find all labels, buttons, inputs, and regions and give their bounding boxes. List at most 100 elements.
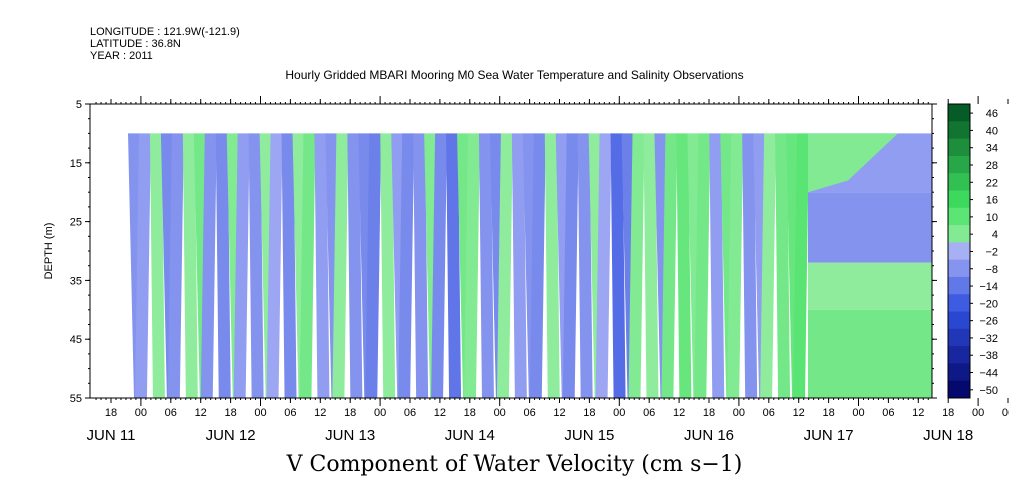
x-tick-label: 12 (912, 407, 924, 419)
x-axis-label: V Component of Water Velocity (cm s−1) (286, 452, 743, 477)
x-tick-label: 18 (224, 407, 236, 419)
heatmap-band (446, 133, 462, 398)
longitude-label: LONGITUDE : 121.9W(-121.9) (90, 26, 240, 38)
heatmap-band (727, 133, 744, 398)
colorbar-label: −8 (985, 264, 998, 276)
heatmap-band (610, 133, 626, 398)
heatmap-band (760, 133, 777, 398)
x-tick-label: 06 (284, 407, 296, 419)
colorbar-swatch (948, 380, 970, 399)
colorbar-label: −44 (979, 368, 998, 380)
x-tick-label: 18 (822, 407, 834, 419)
colorbar-swatch (948, 225, 970, 243)
x-day-label: JUN 13 (325, 427, 375, 444)
colorbar-label: −38 (979, 350, 998, 362)
x-tick-label: 06 (882, 407, 894, 419)
x-day-label: JUN 16 (684, 427, 734, 444)
x-axis: 18 00 06 12 18 00 06 12 18 00 06 12 18 00 06 12 18 00 06 12… (87, 96, 1009, 444)
heatmap-band (167, 133, 184, 398)
heatmap-band (808, 133, 898, 193)
x-tick-label: 00 (254, 407, 266, 419)
heatmap-band (496, 133, 513, 398)
heatmap-band (775, 133, 791, 398)
y-tick-label: 55 (70, 393, 82, 405)
x-tick-label: 18 (344, 407, 356, 419)
y-tick-label: 25 (70, 217, 82, 229)
heatmap-band (661, 133, 678, 398)
x-tick-label: 12 (553, 407, 565, 419)
colorbar-label: −26 (979, 316, 998, 328)
heatmap-band (643, 133, 659, 398)
heatmap-band (595, 133, 612, 398)
x-tick-label: 06 (523, 407, 535, 419)
heatmap-band (200, 133, 217, 398)
x-tick-label: 00 (494, 407, 506, 419)
heatmap-band (742, 133, 758, 398)
x-tick-label: 18 (942, 407, 954, 419)
x-tick-label: 00 (852, 407, 864, 419)
year-label: YEAR : 2011 (90, 50, 153, 62)
heatmap-band (544, 133, 560, 398)
heatmap-band (182, 133, 198, 398)
colorbar-label: 46 (986, 108, 998, 120)
heatmap-band (808, 309, 932, 398)
colorbar-label: −20 (979, 298, 998, 310)
x-tick-label: 18 (583, 407, 595, 419)
colorbar-label: 28 (986, 160, 998, 172)
heatmap-band (233, 133, 250, 398)
colorbar-swatch (948, 346, 970, 364)
heatmap-band (149, 133, 165, 398)
heatmap-band (332, 133, 349, 398)
colorbar-swatch (948, 276, 970, 295)
x-day-label: JUN 12 (206, 427, 256, 444)
chart-title: Hourly Gridded MBARI Mooring M0 Sea Wate… (285, 68, 744, 82)
colorbar-label: −2 (985, 246, 998, 258)
colorbar-label: 4 (992, 229, 998, 241)
heatmap-band (431, 133, 448, 398)
x-tick-label: 00 (374, 407, 386, 419)
heatmap-band (808, 192, 932, 263)
colorbar-label: 16 (986, 195, 998, 207)
heatmap-band (413, 133, 429, 398)
heatmap-band (478, 133, 494, 398)
x-day-label: JUN 18 (923, 427, 973, 444)
x-tick-label: 00 (972, 407, 984, 419)
x-day-label: JUN 11 (87, 427, 136, 444)
x-day-label: JUN 17 (804, 427, 854, 444)
heatmap-band (281, 133, 297, 398)
x-tick-label: 06 (643, 407, 655, 419)
x-tick-label: 18 (464, 407, 476, 419)
heatmap-band (577, 133, 593, 398)
heatmap-band (808, 262, 932, 310)
y-tick-label: 35 (70, 275, 82, 287)
heatmap-band (314, 133, 330, 398)
colorbar: 46 40 34 28 22 16 10 4 −2 −8 −14 −20 −26 −32 −38 −44 −50 (947, 103, 998, 399)
colorbar-swatch (948, 121, 970, 140)
x-tick-label: 12 (434, 407, 446, 419)
x-tick-label: 00 (135, 407, 147, 419)
x-tick-label: 12 (673, 407, 685, 419)
x-tick-label: 12 (195, 407, 207, 419)
colorbar-swatch (948, 363, 970, 382)
x-tick-label: 06 (165, 407, 177, 419)
heatmap-band (529, 133, 546, 398)
y-tick-label: 45 (70, 334, 82, 346)
heatmap-band (562, 133, 579, 398)
heatmap-band (134, 133, 151, 398)
heatmap-field (128, 133, 932, 398)
heatmap-band (464, 133, 480, 398)
x-tick-label: 18 (105, 407, 117, 419)
x-tick-label: 06 (404, 407, 416, 419)
colorbar-label: 22 (986, 177, 998, 189)
colorbar-swatch (948, 173, 970, 191)
colorbar-swatch (948, 190, 970, 209)
colorbar-label: −50 (979, 385, 998, 397)
colorbar-label: −14 (979, 281, 998, 293)
colorbar-label: 40 (986, 125, 998, 137)
colorbar-swatch (948, 242, 970, 261)
x-tick-label: 18 (703, 407, 715, 419)
x-tick-label: 00 (733, 407, 745, 419)
y-axis: 5 15 25 35 45 55 (70, 99, 937, 405)
x-day-label: JUN 14 (445, 427, 495, 444)
